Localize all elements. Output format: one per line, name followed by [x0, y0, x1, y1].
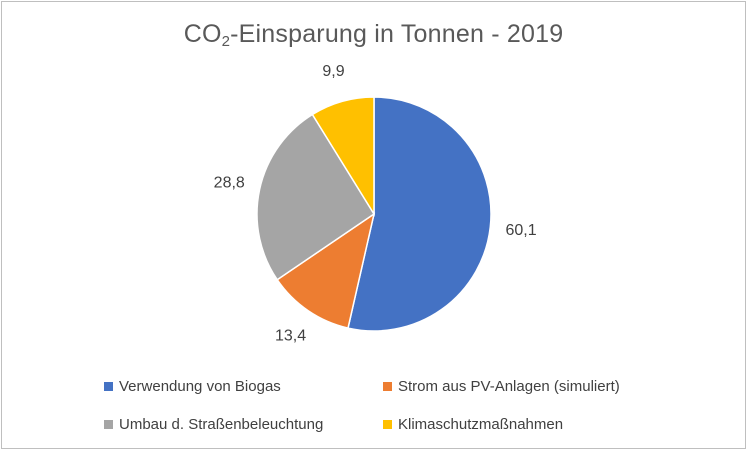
legend-swatch-pv: [383, 382, 392, 391]
legend-item-climate: Klimaschutzmaßnahmen: [383, 416, 563, 433]
data-label-pv: 13,4: [275, 328, 306, 345]
slice-pv: [276, 212, 376, 329]
legend-swatch-streetlight: [104, 420, 113, 429]
pie-slices: [256, 96, 492, 332]
chart-title: CO2-Einsparung in Tonnen - 2019: [2, 20, 745, 50]
legend-swatch-climate: [383, 420, 392, 429]
legend-label-pv: Strom aus PV-Anlagen (simuliert): [398, 378, 620, 395]
chart-title-subscript: 2: [221, 33, 231, 50]
legend-label-biogas: Verwendung von Biogas: [119, 378, 281, 395]
chart-title-rest: -Einsparung in Tonnen - 2019: [230, 20, 564, 48]
data-label-climate: 9,9: [322, 63, 344, 80]
slice-biogas: [347, 96, 492, 332]
legend-swatch-biogas: [104, 382, 113, 391]
legend-label-climate: Klimaschutzmaßnahmen: [398, 416, 564, 433]
chart-title-main: CO: [183, 20, 222, 48]
legend-item-biogas: Verwendung von Biogas: [104, 378, 281, 395]
legend-item-pv: Strom aus PV-Anlagen (simuliert): [383, 378, 620, 395]
pie-data-labels: 60,1 13,4 28,8 9,9: [214, 63, 537, 345]
legend-label-streetlight: Umbau d. Straßenbeleuchtung: [119, 416, 324, 433]
legend-item-streetlight: Umbau d. Straßenbeleuchtung: [104, 416, 323, 433]
data-label-streetlight: 28,8: [214, 175, 245, 192]
slice-streetlight: [256, 113, 376, 281]
slice-climate: [311, 96, 375, 217]
data-label-biogas: 60,1: [506, 222, 537, 239]
